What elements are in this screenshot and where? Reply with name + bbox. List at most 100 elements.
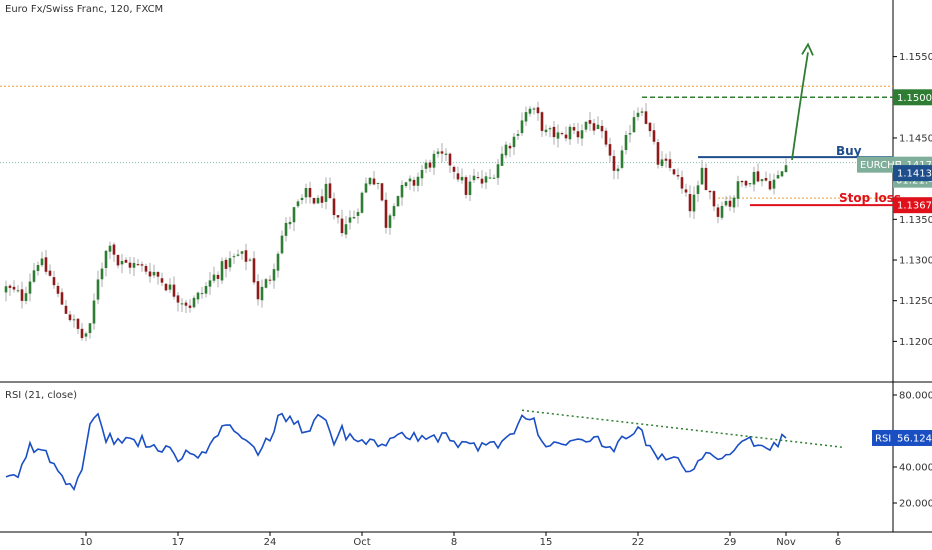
candle-up (236, 254, 240, 256)
candle-up (616, 168, 620, 172)
candle-up (584, 121, 588, 130)
candle-down (600, 125, 604, 132)
time-tick-label: Oct (353, 537, 370, 548)
candle-up (752, 171, 756, 185)
candle-up (460, 176, 464, 181)
candle-down (336, 215, 340, 218)
candle-down (608, 144, 612, 156)
candle-down (688, 194, 692, 212)
candle-up (524, 112, 528, 122)
candle-down (44, 257, 48, 272)
time-tick-label: 22 (632, 537, 645, 548)
candle-down (308, 188, 312, 198)
svg-text:1.15000: 1.15000 (897, 93, 932, 104)
candle-up (632, 117, 636, 133)
candle-down (252, 258, 256, 283)
candle-down (440, 151, 444, 154)
candle-up (580, 130, 584, 139)
candle-up (248, 259, 252, 261)
time-tick-label: 24 (264, 537, 277, 548)
candle-up (484, 176, 488, 183)
candle-up (364, 183, 368, 193)
candle-up (640, 111, 644, 113)
candle-down (52, 277, 56, 286)
candle-up (168, 284, 172, 290)
rsi-pane (5, 409, 843, 492)
candle-up (776, 175, 780, 179)
candle-up (280, 235, 284, 254)
resistance-price-tag: 1.15000 (893, 89, 932, 106)
candle-down (184, 302, 188, 306)
candle-down (740, 180, 744, 183)
candle-up (376, 182, 380, 184)
candle-up (516, 134, 520, 136)
candle-down (464, 177, 468, 195)
symbol-title: Euro Fx/Swiss Franc, 120, FXCM (5, 4, 163, 15)
price-tick-label: 1.15500 (899, 52, 932, 63)
candle-down (744, 180, 748, 186)
candle-down (176, 295, 180, 303)
candle-down (244, 250, 248, 262)
candle-down (148, 271, 152, 277)
candle-up (28, 281, 32, 294)
candle-down (340, 218, 344, 234)
candle-down (612, 156, 616, 171)
candle-up (748, 183, 752, 185)
candle-down (140, 264, 144, 266)
candle-up (496, 164, 500, 178)
candle-up (368, 177, 372, 185)
candle-up (260, 286, 264, 301)
rsi-tick-label: 40.0000 (899, 463, 932, 474)
candle-down (576, 131, 580, 138)
candle-down (216, 274, 220, 279)
candle-up (16, 290, 20, 292)
rsi-title: RSI (21, close) (5, 390, 77, 401)
candle-up (520, 120, 524, 134)
candle-up (288, 221, 292, 225)
candle-up (36, 265, 40, 271)
candle-up (420, 170, 424, 179)
candle-down (652, 130, 656, 142)
price-tick-label: 1.12500 (899, 296, 932, 307)
candle-down (128, 262, 132, 268)
candle-up (400, 185, 404, 198)
candle-up (472, 175, 476, 181)
candle-down (164, 283, 168, 291)
candle-up (104, 250, 108, 268)
candle-up (624, 135, 628, 151)
candle-up (436, 151, 440, 154)
candle-down (56, 285, 60, 294)
candle-up (196, 292, 200, 300)
candle-up (780, 171, 784, 177)
candle-down (224, 259, 228, 269)
time-tick-label: 8 (451, 537, 457, 548)
projection-arrow (791, 52, 809, 161)
candle-down (160, 278, 164, 283)
svg-text:01:21:47: 01:21:47 (896, 176, 932, 187)
candle-up (760, 179, 764, 182)
candle-down (684, 189, 688, 193)
candle-down (412, 179, 416, 186)
candle-up (620, 150, 624, 168)
candle-up (204, 286, 208, 294)
candle-up (284, 222, 288, 236)
candle-up (488, 177, 492, 179)
candle-down (676, 175, 680, 177)
candle-down (588, 120, 592, 124)
candle-up (4, 286, 8, 293)
candle-up (316, 197, 320, 204)
candle-up (424, 162, 428, 169)
svg-text:56.1240: 56.1240 (897, 433, 932, 444)
candle-down (644, 111, 648, 124)
candle-down (572, 127, 576, 131)
candle-up (408, 178, 412, 182)
svg-text:RSI: RSI (875, 433, 891, 444)
candle-down (560, 133, 564, 135)
candle-up (232, 256, 236, 258)
price-tick-label: 1.13500 (899, 215, 932, 226)
candle-down (116, 254, 120, 266)
rsi-trendline (521, 409, 843, 448)
candle-down (20, 289, 24, 301)
candle-down (456, 173, 460, 180)
